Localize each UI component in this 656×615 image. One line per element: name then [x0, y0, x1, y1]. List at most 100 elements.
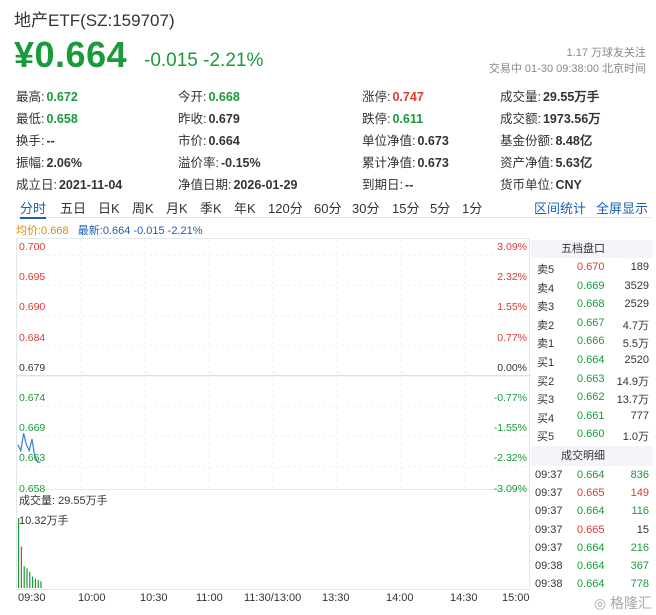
volume-bar [26, 568, 28, 588]
deal-row: 09:37 0.664 116 [531, 502, 653, 520]
tab-11[interactable]: 5分 [430, 201, 451, 216]
stat-value: 1973.56万 [542, 112, 601, 126]
stat-value: 2021-11-04 [58, 178, 123, 192]
tab-5[interactable]: 季K [200, 201, 222, 216]
orderbook-row: 卖2 0.667 4.7万 [531, 314, 653, 333]
percent-tick-label: 2.32% [497, 271, 527, 284]
tab-12[interactable]: 1分 [462, 201, 483, 216]
stat-label: 溢价率: [178, 156, 219, 170]
stat-cell: 最低: 0.658 [16, 108, 78, 127]
stat-label: 最低: [16, 112, 45, 126]
orderbook-volume: 3529 [624, 279, 649, 292]
orderbook-price: 0.670 [577, 261, 605, 273]
tab-8[interactable]: 60分 [314, 201, 342, 216]
percent-tick-label: -2.32% [493, 452, 527, 465]
deal-volume: 116 [631, 505, 649, 518]
range-stats-button[interactable]: 区间统计 [534, 201, 587, 216]
stat-label: 成交额: [500, 112, 541, 126]
percent-tick-label: 1.55% [497, 301, 527, 314]
tab-10[interactable]: 15分 [392, 201, 420, 216]
stat-cell: 昨收: 0.679 [178, 108, 240, 127]
deal-time: 09:37 [535, 541, 563, 554]
orderbook-price: 0.662 [577, 391, 605, 404]
volume-bar [40, 581, 42, 588]
tab-1[interactable]: 五日 [60, 201, 87, 216]
orderbook-volume: 13.7万 [616, 394, 649, 407]
orderbook-side: 买1 [537, 356, 555, 369]
orderbook-side: 卖5 [537, 264, 555, 276]
tab-2[interactable]: 日K [98, 201, 120, 216]
stat-cell: 净值日期: 2026-01-29 [178, 174, 297, 193]
stat-value: 8.48亿 [555, 134, 593, 148]
volume-bar [23, 566, 25, 588]
orderbook-row: 买1 0.664 2520 [531, 351, 653, 370]
percent-tick-label: 0.77% [497, 331, 527, 344]
stat-label: 单位净值: [362, 134, 416, 148]
tab-6[interactable]: 年K [234, 201, 256, 216]
orderbook-price: 0.661 [577, 409, 605, 422]
orderbook-price: 0.660 [577, 428, 605, 441]
stat-label: 成交量: [500, 90, 541, 104]
price-tick-label: 0.700 [19, 241, 46, 253]
stat-cell: 成交额: 1973.56万 [500, 108, 601, 127]
price-tick-label: 0.684 [19, 331, 46, 344]
stat-cell: 单位净值: 0.673 [362, 130, 449, 149]
tab-3[interactable]: 周K [132, 201, 154, 216]
stat-value: 2026-01-29 [233, 178, 298, 192]
stat-value: -- [404, 178, 414, 192]
deal-price: 0.665 [577, 523, 605, 536]
trading-status: 交易中 01-30 09:38:00 北京时间 [488, 63, 646, 75]
deal-row: 09:38 0.664 367 [531, 557, 653, 575]
price-tick-label: 0.658 [19, 482, 46, 495]
orderbook-price: 0.668 [577, 298, 605, 311]
volume-chart[interactable]: 成交量: 29.55万手 10.32万手 [16, 490, 530, 590]
stat-label: 累计净值: [362, 156, 416, 170]
volume-bar [37, 579, 39, 588]
orderbook-side: 卖2 [537, 319, 555, 332]
stat-value: CNY [555, 178, 582, 192]
time-tick-label: 10:30 [140, 592, 168, 604]
tab-0[interactable]: 分时 [20, 198, 47, 219]
stat-cell: 成立日: 2021-11-04 [16, 174, 122, 193]
stat-label: 到期日: [362, 178, 403, 192]
stats-row: 最高: 0.672 今开: 0.668 涨停: 0.747 成交量: 29.55万手 [16, 84, 648, 106]
volume-bar [34, 578, 36, 588]
fund-title: 地产ETF(SZ:159707) [14, 11, 175, 30]
time-tick-label: 10:00 [78, 592, 106, 604]
deal-row: 09:37 0.664 216 [531, 539, 653, 557]
tab-4[interactable]: 月K [166, 201, 188, 216]
time-tick-label: 11:00 [196, 592, 223, 604]
stat-cell: 涨停: 0.747 [362, 86, 424, 105]
volume-label: 成交量: 29.55万手 [19, 495, 108, 507]
time-tick-label: 15:00 [502, 592, 530, 604]
stat-label: 振幅: [16, 156, 45, 170]
stat-label: 跌停: [362, 112, 391, 126]
orderbook-volume: 4.7万 [622, 319, 649, 332]
quote-stats: 最高: 0.672 今开: 0.668 涨停: 0.747 成交量: 29.55万手 最低: 0.… [16, 84, 648, 194]
tab-9[interactable]: 30分 [352, 201, 380, 216]
stat-cell: 累计净值: 0.673 [362, 152, 449, 171]
deal-price: 0.664 [577, 559, 605, 572]
fullscreen-button[interactable]: 全屏显示 [596, 201, 649, 216]
stat-value: 0.673 [417, 156, 449, 170]
time-tick-label: 09:30 [18, 592, 46, 604]
deal-time: 09:37 [535, 505, 563, 518]
stat-value: 2.06% [46, 156, 82, 170]
percent-tick-label: -1.55% [493, 422, 527, 435]
intraday-svg [17, 239, 531, 498]
stat-cell: 振幅: 2.06% [16, 152, 82, 171]
deal-volume: 15 [636, 523, 649, 536]
stat-value: -- [46, 134, 55, 148]
stat-cell: 成交量: 29.55万手 [500, 86, 599, 105]
intraday-chart[interactable]: 0.700 3.09% 0.695 2.32% 0.690 1.55% 0.684 0.77%… [16, 238, 531, 498]
order-book-panel: 五档盘口 卖5 0.670 189 卖4 0.669 3529 卖3 0.668 2529 卖2 0… [531, 240, 653, 593]
percent-tick-label: 3.09% [497, 241, 527, 253]
tab-7[interactable]: 120分 [268, 201, 303, 216]
follower-count[interactable]: 1.17 万球友关注 [566, 47, 646, 59]
watermark-logo: ◎ 格隆汇 [593, 595, 652, 611]
stat-value: 0.672 [46, 90, 78, 104]
orderbook-row: 买5 0.660 1.0万 [531, 425, 653, 444]
orderbook-side: 买3 [537, 394, 555, 407]
volume-max-label: 10.32万手 [19, 515, 69, 527]
chart-legend: 均价:0.668 最新:0.664 -0.015 -2.21% [16, 222, 203, 238]
